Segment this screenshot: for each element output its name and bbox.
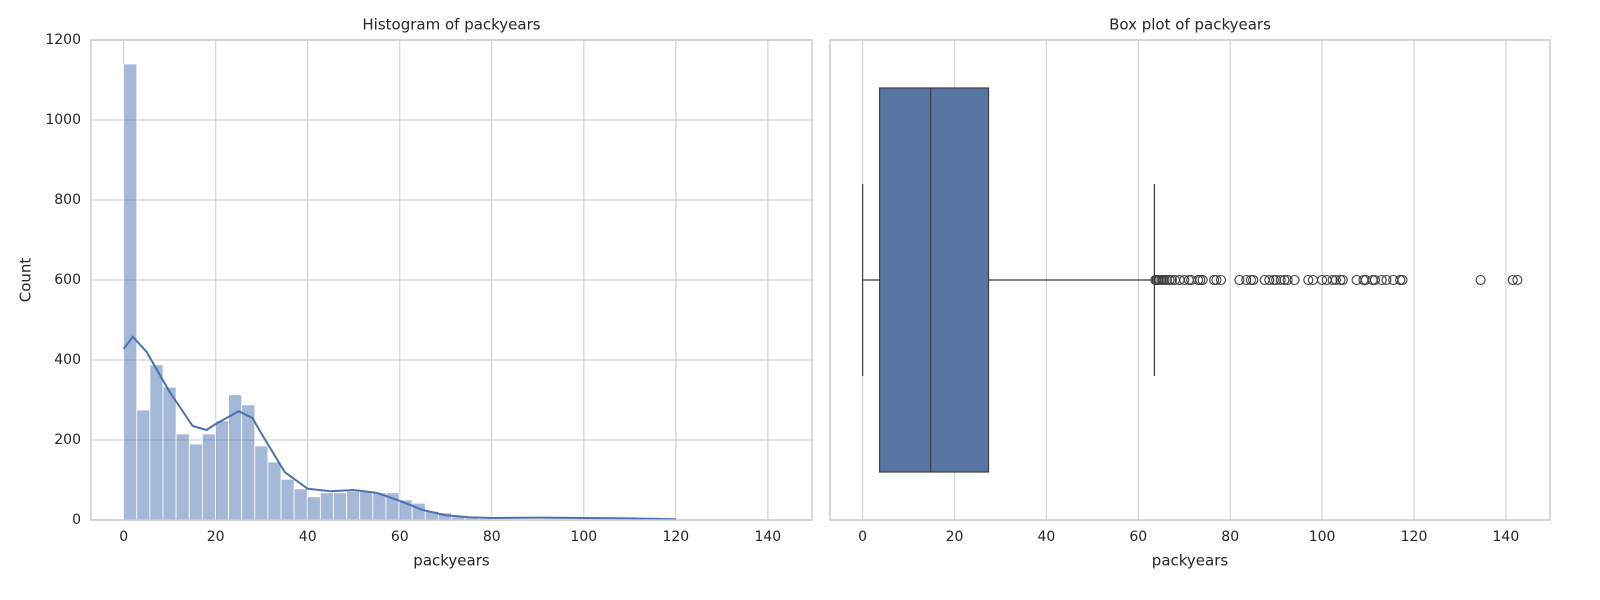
x-axis-label: packyears <box>413 552 490 570</box>
bar <box>320 493 333 520</box>
bar <box>137 410 150 520</box>
y-tick-label: 800 <box>54 192 81 208</box>
chart-title: Box plot of packyears <box>1109 16 1271 34</box>
bar <box>255 446 268 520</box>
bar <box>215 421 228 520</box>
bar <box>347 491 360 520</box>
x-tick-label: 120 <box>662 529 689 545</box>
bar <box>150 365 163 520</box>
x-tick-label: 140 <box>1493 529 1520 545</box>
bar <box>189 444 202 520</box>
y-tick-label: 600 <box>54 272 81 288</box>
x-tick-label: 80 <box>1221 529 1239 545</box>
y-tick-label: 0 <box>72 512 81 528</box>
outlier <box>1398 276 1407 285</box>
x-tick-label: 0 <box>119 529 128 545</box>
box <box>880 88 989 472</box>
x-tick-label: 100 <box>1309 529 1336 545</box>
x-tick-label: 20 <box>946 529 964 545</box>
bar <box>373 493 386 520</box>
bar <box>176 434 189 520</box>
bar <box>333 493 346 520</box>
bar <box>268 462 281 520</box>
y-tick-label: 400 <box>54 352 81 368</box>
x-tick-label: 60 <box>391 529 409 545</box>
x-tick-label: 140 <box>754 529 781 545</box>
y-tick-label: 1000 <box>45 112 81 128</box>
outlier <box>1249 276 1258 285</box>
x-tick-label: 100 <box>570 529 597 545</box>
bar <box>360 491 373 520</box>
x-tick-label: 0 <box>858 529 867 545</box>
outlier <box>1338 276 1347 285</box>
x-tick-label: 120 <box>1401 529 1428 545</box>
bar <box>242 405 255 520</box>
y-axis-label: Count <box>17 258 35 303</box>
outlier <box>1196 276 1205 285</box>
x-tick-label: 80 <box>483 529 501 545</box>
outlier <box>1396 276 1405 285</box>
outlier <box>1290 276 1299 285</box>
bar <box>294 489 307 520</box>
y-tick-label: 200 <box>54 432 81 448</box>
outlier <box>1368 276 1377 285</box>
x-tick-label: 60 <box>1129 529 1147 545</box>
chart-title: Histogram of packyears <box>362 16 540 34</box>
bar <box>281 479 294 520</box>
x-tick-label: 40 <box>299 529 317 545</box>
x-axis-label: packyears <box>1152 552 1229 570</box>
x-tick-label: 40 <box>1037 529 1055 545</box>
outlier <box>1359 276 1368 285</box>
bar <box>307 497 320 520</box>
y-tick-label: 1200 <box>45 32 81 48</box>
bar <box>124 64 137 520</box>
outlier <box>1476 276 1485 285</box>
bar <box>202 434 215 520</box>
bar <box>163 387 176 520</box>
x-tick-label: 20 <box>207 529 225 545</box>
